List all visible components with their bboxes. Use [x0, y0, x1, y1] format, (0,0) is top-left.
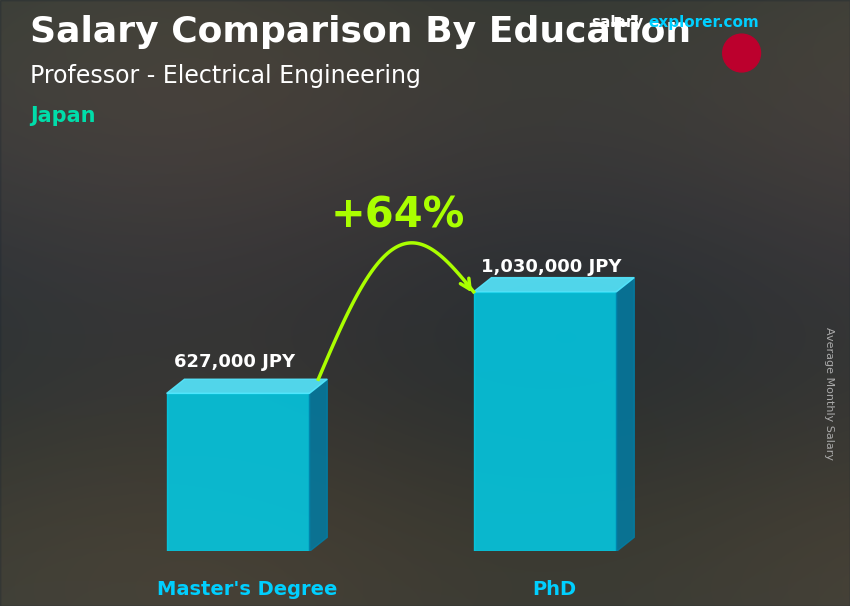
Polygon shape: [167, 379, 327, 393]
Polygon shape: [616, 278, 634, 551]
Polygon shape: [309, 379, 327, 551]
Text: Professor - Electrical Engineering: Professor - Electrical Engineering: [30, 64, 421, 88]
Text: Master's Degree: Master's Degree: [156, 580, 337, 599]
Polygon shape: [167, 393, 309, 551]
Circle shape: [722, 34, 761, 72]
Text: Salary Comparison By Education: Salary Comparison By Education: [30, 15, 691, 49]
Text: +64%: +64%: [331, 195, 465, 236]
Polygon shape: [473, 292, 616, 551]
Text: Average Monthly Salary: Average Monthly Salary: [824, 327, 834, 461]
Polygon shape: [473, 278, 634, 292]
Text: 627,000 JPY: 627,000 JPY: [173, 353, 295, 371]
Text: Japan: Japan: [30, 106, 95, 126]
Text: PhD: PhD: [532, 580, 576, 599]
Text: explorer.com: explorer.com: [649, 15, 759, 30]
Text: salary: salary: [591, 15, 643, 30]
Text: 1,030,000 JPY: 1,030,000 JPY: [481, 258, 621, 276]
